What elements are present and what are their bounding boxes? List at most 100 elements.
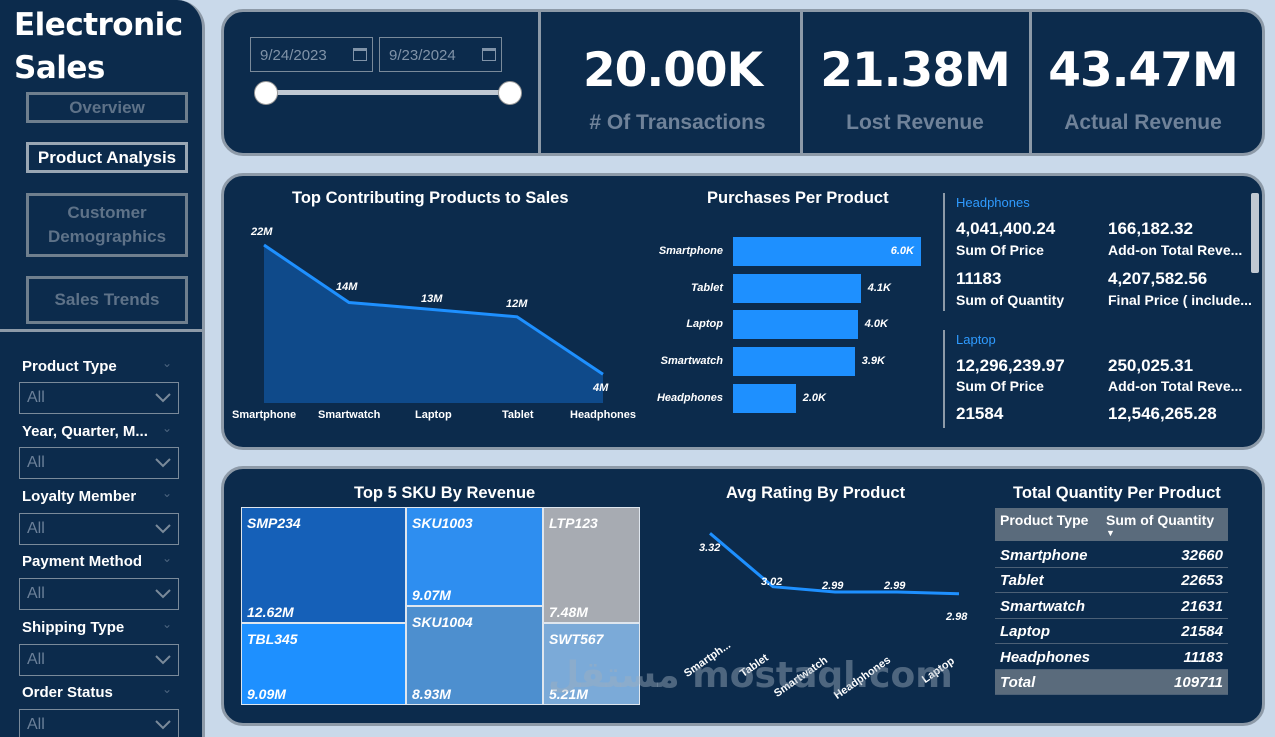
purchases-category-label: Smartphone [658,245,723,257]
table-total-value: 109711 [1174,674,1223,691]
treemap-tile[interactable]: LTP123 7.48M [543,507,640,623]
purchases-bar[interactable]: 2.0K [733,384,826,413]
filter-loyalty-select[interactable]: All [19,513,179,545]
filter-product-type-select[interactable]: All [19,382,179,414]
treemap-tile[interactable]: SWT567 5.21M [543,623,640,705]
treemap-tile[interactable]: SKU1003 9.07M [406,507,543,606]
filter-payment-label: Payment Method [22,553,143,570]
card-label: Sum of Quantity [956,292,1065,308]
date-slider-track[interactable] [267,90,510,95]
treemap-value: 5.21M [549,686,588,702]
qty-table-header-product[interactable]: Product Type [995,508,1101,541]
table-row: Smartphone 32660 [995,543,1228,568]
treemap-sku: SMP234 [247,515,301,531]
area-data-label: 12M [506,298,528,310]
filter-shipping-select[interactable]: All [19,644,179,676]
sidebar: Electronic Sales Overview Product Analys… [0,0,205,737]
nav-customer-demographics-button[interactable]: Customer Demographics [26,193,188,257]
area-x-tick: Smartphone [232,409,297,421]
filter-product-type-label: Product Type [22,358,117,375]
card-value: 250,025.31 [1108,356,1194,375]
treemap-tile[interactable]: SKU1004 8.93M [406,606,543,705]
treemap-sku: SKU1003 [412,515,473,531]
filter-value: All [27,454,45,471]
table-cell-qty: 21584 [1181,623,1223,640]
card-label: Sum Of Price [956,242,1044,258]
filter-order-status-select[interactable]: All [19,709,179,737]
card-laptop-title: Laptop [956,332,996,347]
purchases-bar[interactable]: 6.0K [733,237,921,266]
table-row: Laptop 21584 [995,619,1228,644]
kpi-divider [800,12,803,153]
qty-table-title: Total Quantity Per Product [1013,484,1221,502]
purchases-bar-label: 2.0K [802,392,826,404]
card-headphones-title: Headphones [956,195,1030,210]
table-cell-product: Headphones [1000,649,1091,666]
purchases-title: Purchases Per Product [707,189,889,207]
kpi-panel [221,9,1265,156]
sort-desc-icon[interactable]: ▼ [1106,528,1115,538]
date-slider-end-handle[interactable] [498,81,522,105]
calendar-icon[interactable] [353,48,367,61]
kpi-transactions-label: # Of Transactions [589,111,766,134]
purchases-category-label: Tablet [691,282,723,294]
treemap-tile[interactable]: SMP234 12.62M [241,507,406,623]
treemap-value: 7.48M [549,604,588,620]
area-x-tick: Tablet [502,409,534,421]
kpi-lost-revenue-label: Lost Revenue [846,111,984,134]
app-title-line1: Electronic [14,7,183,43]
filter-year-select[interactable]: All [19,447,179,479]
treemap-value: 8.93M [412,686,451,702]
start-date-input[interactable]: 9/24/2023 [250,37,373,72]
filter-value: All [27,716,45,733]
purchases-bar[interactable]: 3.9K [733,347,885,376]
table-row: Headphones 11183 [995,645,1228,670]
rating-line-chart [709,532,960,596]
table-cell-qty: 22653 [1181,572,1223,589]
purchases-bar-label: 6.0K [890,245,914,257]
chevron-down-icon [155,720,171,730]
chevron-down-icon: ⌄ [162,682,173,696]
table-cell-product: Smartphone [1000,547,1088,564]
nav-product-analysis-button[interactable]: Product Analysis [26,142,188,173]
rating-data-label: 2.99 [822,580,844,592]
filter-year-label: Year, Quarter, M... [22,423,148,440]
area-data-label: 14M [336,281,358,293]
table-cell-qty: 21631 [1181,598,1223,615]
treemap-sku: LTP123 [549,515,598,531]
purchases-bar-label: 4.0K [864,318,888,330]
treemap-value: 9.09M [247,686,286,702]
purchases-category-label: Smartwatch [660,355,723,367]
end-date-input[interactable]: 9/23/2024 [379,37,502,72]
area-x-tick: Laptop [415,409,452,421]
purchases-bar[interactable]: 4.0K [733,310,888,339]
card-value: 12,296,239.97 [956,356,1065,375]
card-value: 11183 [956,269,1002,288]
rating-title: Avg Rating By Product [726,484,906,502]
app-title-line2: Sales [14,50,105,86]
card-label: Sum Of Price [956,378,1044,394]
table-cell-qty: 11183 [1183,649,1224,666]
rating-data-label: 3.32 [699,542,721,554]
treemap-value: 9.07M [412,587,451,603]
purchases-category-label: Laptop [686,318,723,330]
card-value: 12,546,265.28 [1108,404,1217,423]
qty-table-header-sum[interactable]: Sum of Quantity ▼ [1101,508,1228,541]
nav-overview-button[interactable]: Overview [26,92,188,123]
table-cell-product: Smartwatch [1000,598,1086,615]
treemap-title: Top 5 SKU By Revenue [354,484,536,502]
treemap-tile[interactable]: TBL345 9.09M [241,623,406,705]
calendar-icon[interactable] [482,48,496,61]
purchases-category-label: Headphones [656,392,723,404]
date-slider-start-handle[interactable] [254,81,278,105]
chevron-down-icon: ⌄ [162,551,173,565]
card-separator [943,193,945,311]
end-date-value: 9/23/2024 [389,47,456,64]
sidebar-divider [0,329,205,332]
purchases-bar[interactable]: 4.1K [733,274,891,303]
chevron-down-icon: ⌄ [162,486,173,500]
cards-scrollbar[interactable] [1251,193,1259,273]
filter-shipping-label: Shipping Type [22,619,125,636]
nav-sales-trends-button[interactable]: Sales Trends [26,276,188,324]
filter-payment-select[interactable]: All [19,578,179,610]
